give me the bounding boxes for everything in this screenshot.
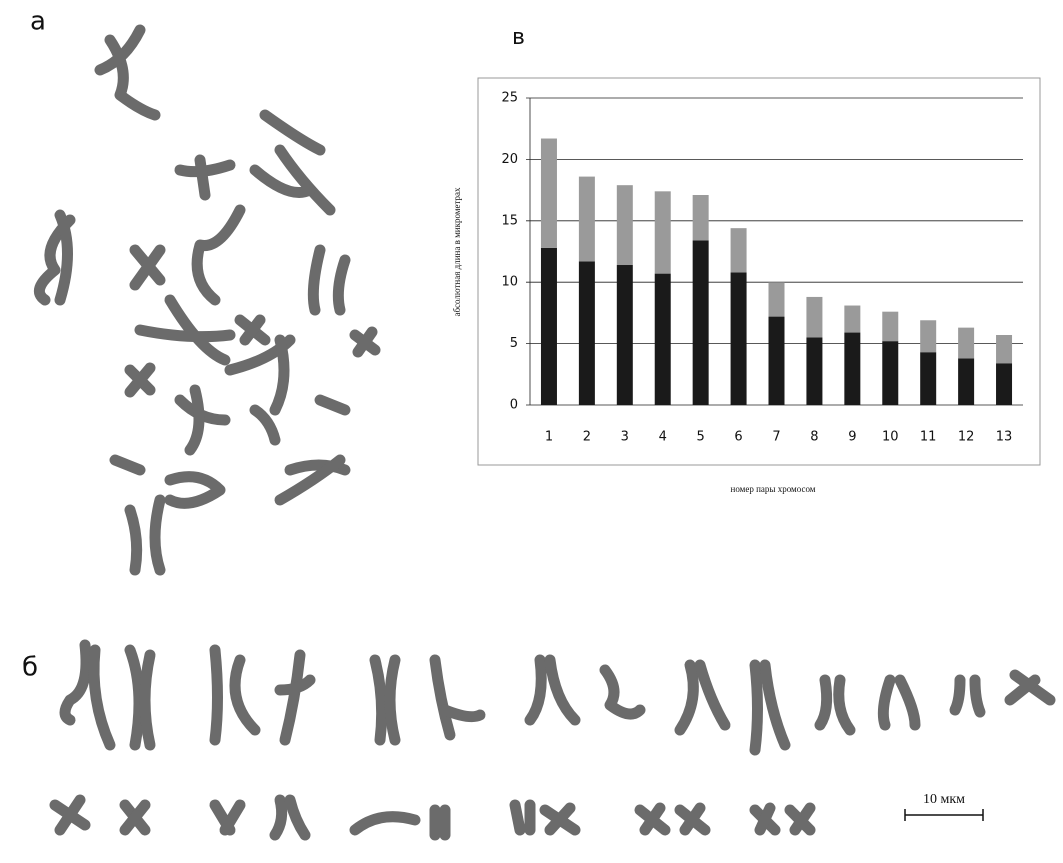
x-tick-label: 12 bbox=[958, 430, 975, 445]
x-axis-label: номер пары хромосом bbox=[731, 484, 816, 494]
scale-bar bbox=[905, 809, 983, 821]
x-tick-label: 1 bbox=[545, 430, 553, 445]
x-tick-label: 3 bbox=[621, 430, 629, 445]
karyotype bbox=[55, 645, 1050, 835]
x-tick-label: 4 bbox=[659, 430, 667, 445]
bar-segment bbox=[693, 240, 709, 405]
x-tick-label: 5 bbox=[697, 430, 705, 445]
x-tick-label: 2 bbox=[583, 430, 591, 445]
bar-segment bbox=[882, 341, 898, 405]
bar-segment bbox=[655, 274, 671, 405]
y-tick-label: 20 bbox=[501, 152, 518, 167]
bar-segment bbox=[541, 248, 557, 405]
bar-segment bbox=[693, 195, 709, 240]
y-axis-label: абсолютная длина в микрометрах bbox=[452, 187, 462, 317]
bar-segment bbox=[541, 139, 557, 248]
x-tick-label: 7 bbox=[772, 430, 780, 445]
panel-label: в bbox=[512, 25, 525, 50]
bar-segment bbox=[731, 272, 747, 405]
bar-segment bbox=[920, 352, 936, 405]
x-tick-label: 13 bbox=[996, 430, 1013, 445]
x-tick-label: 9 bbox=[848, 430, 856, 445]
bar-segment bbox=[920, 320, 936, 352]
bar-segment bbox=[958, 328, 974, 359]
bar-segment bbox=[579, 177, 595, 262]
metaphase-chromosomes bbox=[39, 30, 375, 570]
y-tick-label: 0 bbox=[510, 398, 518, 413]
bar-segment bbox=[958, 358, 974, 405]
bar-segment bbox=[617, 265, 633, 405]
bar-segment bbox=[996, 335, 1012, 363]
x-tick-label: 10 bbox=[882, 430, 899, 445]
y-tick-label: 5 bbox=[510, 336, 518, 351]
bar-segment bbox=[806, 337, 822, 405]
bar-segment bbox=[655, 191, 671, 273]
x-tick-label: 8 bbox=[810, 430, 818, 445]
bar-segment bbox=[806, 297, 822, 338]
bar-segment bbox=[579, 261, 595, 405]
bar-segment bbox=[844, 306, 860, 333]
bar-segment bbox=[769, 282, 785, 316]
panel-label: а bbox=[30, 7, 46, 37]
x-tick-label: 6 bbox=[734, 430, 742, 445]
y-tick-label: 15 bbox=[501, 213, 518, 228]
bar-segment bbox=[617, 185, 633, 265]
scale-label: 10 мкм bbox=[923, 792, 965, 807]
bar-segment bbox=[882, 312, 898, 341]
bar-segment bbox=[844, 333, 860, 405]
bar-segment bbox=[769, 317, 785, 405]
x-tick-label: 11 bbox=[920, 430, 937, 445]
bar-segment bbox=[996, 363, 1012, 405]
y-tick-label: 10 bbox=[501, 275, 518, 290]
figure: а б в bbox=[0, 0, 1063, 863]
panel-label: б bbox=[22, 653, 38, 683]
bar-segment bbox=[731, 228, 747, 272]
chart-frame bbox=[478, 78, 1040, 465]
y-tick-label: 25 bbox=[501, 91, 518, 106]
